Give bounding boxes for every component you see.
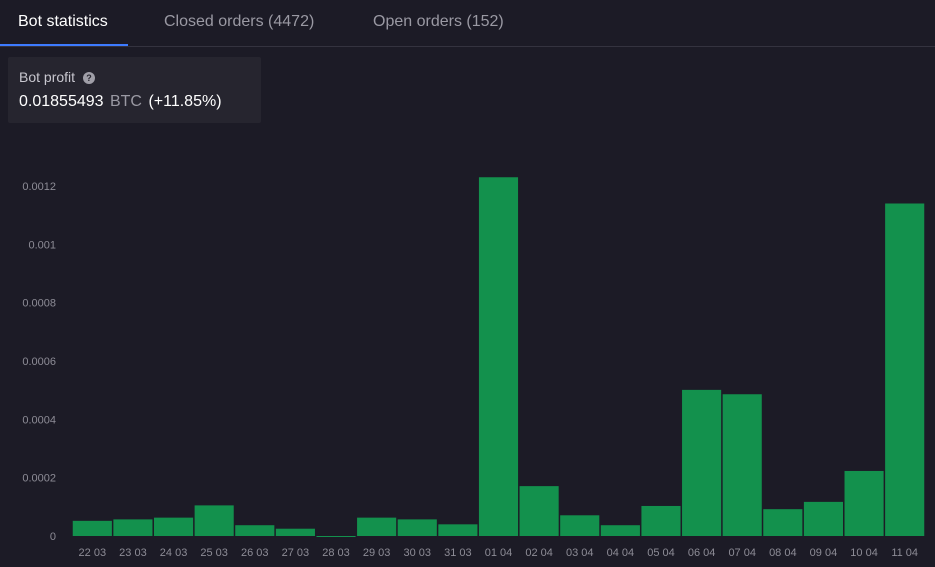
x-tick-label: 30 03 xyxy=(403,547,431,559)
x-tick-label: 08 04 xyxy=(769,547,797,559)
x-tick-label: 25 03 xyxy=(200,547,228,559)
profit-bar-chart: 0 0.0002 0.0004 0.0006 0.0008 0.001 0.0012 22 0… xyxy=(22,177,925,559)
chart-bar[interactable] xyxy=(885,203,925,537)
x-tick-label: 03 04 xyxy=(566,547,594,559)
x-tick-label: 22 03 xyxy=(79,547,107,559)
x-tick-label: 28 03 xyxy=(322,547,350,559)
x-tick-label: 02 04 xyxy=(525,547,553,559)
chart-bar[interactable] xyxy=(72,520,112,536)
profit-amount: 0.01855493 xyxy=(19,93,104,110)
chart-bar[interactable] xyxy=(194,505,234,537)
x-tick-label: 09 04 xyxy=(810,547,838,559)
chart-bar[interactable] xyxy=(438,524,478,536)
y-tick-label: 0.001 xyxy=(28,239,56,251)
bot-profit-label: Bot profit xyxy=(19,69,76,85)
chart-bar[interactable] xyxy=(560,515,600,536)
chart-bar[interactable] xyxy=(803,501,844,537)
x-tick-label: 27 03 xyxy=(282,547,310,559)
chart-bar[interactable] xyxy=(763,509,803,536)
bot-profit-value: 0.01855493 BTC (+11.85%) xyxy=(19,93,222,111)
tab-bot-statistics[interactable]: Bot statistics xyxy=(18,13,108,30)
profit-percent: (+11.85%) xyxy=(148,93,222,110)
y-tick-label: 0.0008 xyxy=(22,298,56,310)
active-tab-indicator xyxy=(0,44,128,46)
chart-bar[interactable] xyxy=(682,389,722,536)
y-tick-label: 0.0006 xyxy=(22,356,56,368)
x-tick-label: 24 03 xyxy=(160,547,188,559)
chart-bar[interactable] xyxy=(600,525,640,536)
bot-profit-card: Bot profit ? 0.01855493 BTC (+11.85%) xyxy=(8,57,261,123)
x-tick-label: 31 03 xyxy=(444,547,472,559)
x-tick-label: 07 04 xyxy=(728,547,756,559)
x-tick-label: 26 03 xyxy=(241,547,269,559)
help-icon[interactable]: ? xyxy=(83,72,95,84)
chart-bar[interactable] xyxy=(316,536,356,537)
chart-bar[interactable] xyxy=(641,505,681,536)
y-tick-label: 0.0012 xyxy=(22,181,56,193)
profit-unit: BTC xyxy=(109,93,142,110)
chart-bar[interactable] xyxy=(844,470,884,536)
chart-bar[interactable] xyxy=(478,177,519,536)
chart-bar[interactable] xyxy=(397,519,437,537)
y-tick-label: 0.0004 xyxy=(22,414,56,426)
y-tick-label: 0.0002 xyxy=(22,473,56,485)
chart-bar[interactable] xyxy=(519,486,559,537)
chart-bar[interactable] xyxy=(113,519,153,537)
tab-open-orders[interactable]: Open orders (152) xyxy=(373,13,504,30)
x-tick-label: 06 04 xyxy=(688,547,716,559)
y-tick-label: 0 xyxy=(50,531,56,543)
chart-bar[interactable] xyxy=(235,525,275,536)
x-tick-label: 29 03 xyxy=(363,547,391,559)
chart-bar[interactable] xyxy=(722,394,762,536)
chart-bar[interactable] xyxy=(357,517,397,537)
x-tick-label: 04 04 xyxy=(607,547,635,559)
chart-bar[interactable] xyxy=(153,517,194,537)
x-tick-label: 11 04 xyxy=(891,547,918,559)
tab-bar: Bot statistics Closed orders (4472) Open… xyxy=(0,0,935,47)
chart-bar[interactable] xyxy=(275,528,315,536)
x-tick-label: 01 04 xyxy=(485,547,513,559)
x-tick-label: 10 04 xyxy=(850,547,878,559)
tab-closed-orders[interactable]: Closed orders (4472) xyxy=(164,13,315,30)
x-tick-label: 05 04 xyxy=(647,547,675,559)
x-tick-label: 23 03 xyxy=(119,547,147,559)
